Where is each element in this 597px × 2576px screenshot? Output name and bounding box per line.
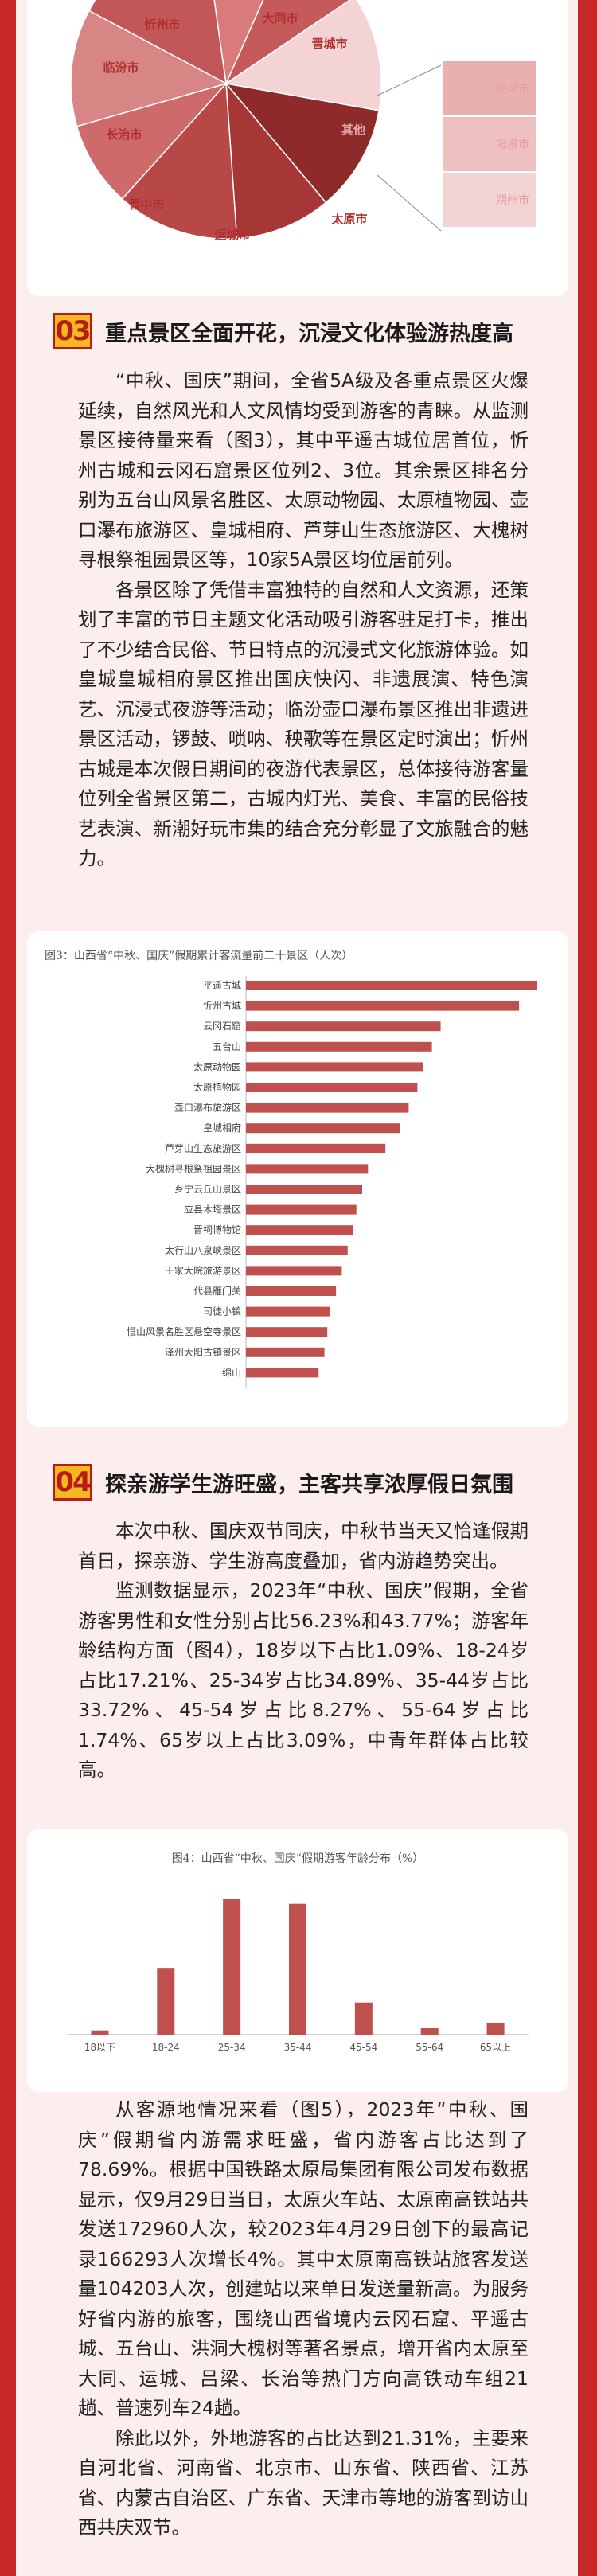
pie-slice <box>70 10 228 127</box>
fig3-bar <box>246 1185 362 1194</box>
other-breakdown-label: 吕梁市 <box>496 82 529 96</box>
fig3-bar <box>246 1041 432 1052</box>
fig3-category-label: 太原动物园 <box>193 1060 241 1072</box>
fig3-category-label: 代县雁门关 <box>193 1285 241 1297</box>
pie-slice <box>76 82 228 200</box>
fig3-bar <box>246 1306 330 1317</box>
section-4-title: 探亲游学生游旺盛，主客共享浓厚假日氛围 <box>105 1472 513 1497</box>
section-3-paragraph-2: 各景区除了凭借丰富独特的自然和人文资源，还策划了丰富的节日主题文化活动吸引游客驻… <box>78 578 529 870</box>
fig4-title: 图4：山西省“中秋、国庆”假期游客年龄分布（%） <box>171 1852 424 1865</box>
pie-label: 其他 <box>341 123 365 137</box>
section-3-number: 03 <box>53 313 92 349</box>
fig4-category-label: 55-64 <box>416 2042 443 2053</box>
fig3-bar <box>246 1021 441 1032</box>
fig3-title: 图3：山西省“中秋、国庆”假期累计客流量前二十景区（人次） <box>45 950 353 962</box>
fig3-category-label: 泽州大阳古镇景区 <box>165 1346 241 1358</box>
pie-label: 晋中市 <box>128 197 164 212</box>
pie-label: 运城市 <box>214 228 250 242</box>
fig3-bar <box>246 1368 319 1378</box>
section-5-text: 从客源地情况来看（图5），2023年“中秋、国庆”假期省内游需求旺盛，省内游客占… <box>78 2095 529 2543</box>
section-4-header: 04 探亲游学生游旺盛，主客共享浓厚假日氛围 <box>53 1463 554 1501</box>
fig3-bar <box>246 1103 409 1113</box>
fig3-category-label: 太行山八泉峡景区 <box>165 1244 241 1256</box>
fig3-category-label: 绵山 <box>222 1367 241 1378</box>
pie-label: 忻州市 <box>144 18 180 32</box>
section-4-paragraph-2: 监测数据显示，2023年“中秋、国庆”假期，全省游客男性和女性分别占比56.23… <box>78 1579 529 1781</box>
fig4-category-label: 25-34 <box>218 2042 246 2053</box>
pie-slice <box>224 0 382 111</box>
other-breakdown-label: 朔州市 <box>496 193 529 207</box>
fig3-chart: 平遥古城忻州古城云冈石窟五台山太原动物园太原植物园壶口瀑布旅游区皇城相府芦芽山生… <box>127 976 537 1388</box>
section-4-number: 04 <box>53 1464 92 1501</box>
fig3-bar <box>246 1083 418 1092</box>
fig4-card: 图4：山西省“中秋、国庆”假期游客年龄分布（%） 18以下 18-24 25-34 3… <box>27 1829 568 2092</box>
fig3-bar <box>246 1123 400 1134</box>
pie-slice <box>224 82 380 204</box>
fig4-bar <box>223 1899 241 2035</box>
fig4-bar <box>289 1903 306 2035</box>
fig4-category-label: 45-54 <box>349 2042 377 2053</box>
fig3-bar <box>246 1225 354 1235</box>
pie-label: 临汾市 <box>103 60 139 75</box>
pie-label: 晋城市 <box>311 37 347 51</box>
fig3-category-label: 壶口瀑布旅游区 <box>174 1102 241 1114</box>
fig3-bar <box>246 1062 423 1072</box>
pie-slice <box>88 0 227 85</box>
fig3-category-label: 大槐树寻根祭祖园景区 <box>146 1162 241 1174</box>
pie-label: 长治市 <box>106 127 142 142</box>
fig4-category-label: 18以下 <box>84 2042 115 2053</box>
pie-chart-card: 忻州市 大同市 晋城市其他太原市运城市 晋中市 长治市 临汾市 吕梁市阳泉市朔州市 <box>27 0 568 296</box>
fig3-category-label: 应县木塔景区 <box>184 1204 241 1216</box>
fig4-bar <box>420 2028 439 2035</box>
other-breakdown-box <box>442 171 537 228</box>
fig3-category-label: 忻州古城 <box>203 1000 241 1012</box>
fig3-bar <box>246 1266 342 1276</box>
pie-slice <box>121 82 238 240</box>
fig4-category-label: 35-44 <box>284 2042 312 2053</box>
fig3-category-label: 平遥古城 <box>203 979 241 991</box>
fig4-bar <box>91 2030 109 2035</box>
fig3-category-label: 皇城相府 <box>203 1122 241 1134</box>
other-breakdown-label: 阳泉市 <box>496 138 529 151</box>
fig3-category-label: 司徒小镇 <box>203 1306 241 1317</box>
fig3-category-label: 乡宁云丘山景区 <box>174 1183 241 1195</box>
fig3-category-label: 王家大院旅游景区 <box>165 1264 241 1276</box>
section-3-text: “中秋、国庆”期间，全省5A级及各重点景区火爆延续，自然风光和人文风情均受到游客… <box>78 366 529 874</box>
section-3-header: 03 重点景区全面开花，沉浸文化体验游热度高 <box>53 312 554 350</box>
fig4-chart: 18以下 18-24 25-34 35-44 45-54 55-64 65以上 <box>67 1899 529 2053</box>
fig3-bar <box>246 981 537 990</box>
fig3-bar <box>246 1204 357 1215</box>
section-4-paragraph-1: 本次中秋、国庆双节同庆，中秋节当天又恰逢假期首日，探亲游、学生游高度叠加，省内游… <box>78 1520 529 1572</box>
section-3-title: 重点景区全面开花，沉浸文化体验游热度高 <box>105 321 513 346</box>
fig3-category-label: 五台山 <box>213 1040 241 1052</box>
section-5-paragraph-1: 从客源地情况来看（图5），2023年“中秋、国庆”假期省内游需求旺盛，省内游客占… <box>78 2098 529 2419</box>
fig4-category-label: 65以上 <box>480 2042 511 2053</box>
section-3-paragraph-1: “中秋、国庆”期间，全省5A级及各重点景区火爆延续，自然风光和人文风情均受到游客… <box>78 369 529 571</box>
fig3-category-label: 晋祠博物馆 <box>193 1224 241 1235</box>
other-breakdown-box <box>442 115 537 173</box>
fig3-category-label: 芦芽山生态旅游区 <box>165 1143 241 1154</box>
fig3-bar <box>246 1286 337 1296</box>
fig4-category-label: 18-24 <box>152 2042 180 2053</box>
fig3-category-label: 云冈石窟 <box>203 1020 241 1032</box>
fig3-bar <box>246 1347 325 1357</box>
fig4-bar <box>157 1968 175 2035</box>
fig3-bar <box>246 1143 386 1153</box>
fig3-bar <box>246 1164 369 1174</box>
fig3-bar <box>246 1327 328 1337</box>
pie-label: 太原市 <box>331 212 367 226</box>
fig4-bar <box>354 2002 373 2035</box>
fig3-bar <box>246 1001 520 1011</box>
pie-label: 大同市 <box>262 11 298 25</box>
pie-slice <box>225 81 327 240</box>
fig4-bar <box>486 2022 505 2035</box>
pie-slice <box>213 0 264 86</box>
section-4-text: 本次中秋、国庆双节同庆，中秋节当天又恰逢假期首日，探亲游、学生游高度叠加，省内游… <box>78 1516 529 1786</box>
section-5-paragraph-2: 除此以外，外地游客的占比达到21.31%，主要来自河北省、河南省、北京市、山东省… <box>78 2426 529 2539</box>
fig3-category-label: 太原植物园 <box>193 1081 241 1093</box>
fig3-card: 图3：山西省“中秋、国庆”假期累计客流量前二十景区（人次） 平遥古城忻州古城云冈… <box>27 931 568 1427</box>
fig3-category-label: 恒山风景名胜区悬空寺景区 <box>127 1325 241 1337</box>
fig3-bar <box>246 1245 348 1255</box>
